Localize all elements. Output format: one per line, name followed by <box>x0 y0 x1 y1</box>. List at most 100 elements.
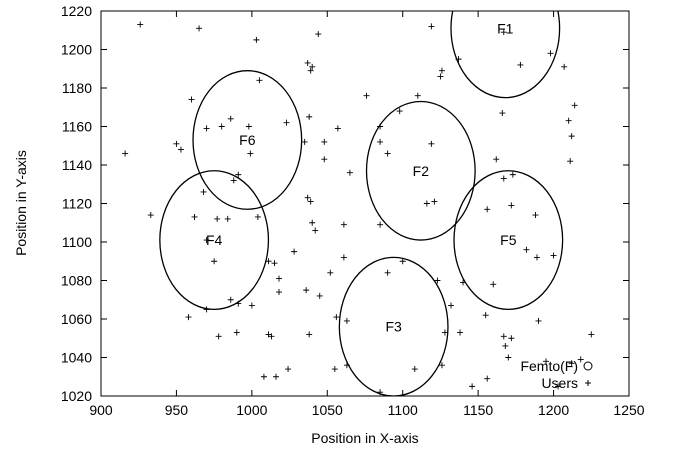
user-point <box>437 73 444 80</box>
x-tick-label: 900 <box>89 402 113 418</box>
user-point <box>291 248 298 255</box>
user-point <box>309 63 316 70</box>
femtocell-circle-f3 <box>338 256 449 396</box>
user-point <box>567 158 574 165</box>
user-point <box>396 108 403 115</box>
user-point <box>434 277 441 284</box>
y-tick-label: 1040 <box>61 350 92 366</box>
user-point <box>271 260 278 267</box>
user-point <box>177 146 184 153</box>
user-point <box>307 67 314 74</box>
user-point <box>428 140 435 147</box>
legend-label-users: Users <box>541 375 578 391</box>
user-point <box>490 281 497 288</box>
user-point <box>577 356 584 363</box>
user-point <box>321 156 328 163</box>
user-point <box>484 375 491 382</box>
user-point <box>303 287 310 294</box>
user-point <box>304 194 311 201</box>
user-point <box>561 63 568 70</box>
y-tick-label: 1200 <box>61 42 92 58</box>
user-point <box>543 358 550 365</box>
user-point <box>377 123 384 130</box>
y-tick-label: 1100 <box>62 234 92 250</box>
user-point <box>218 123 225 130</box>
femtocell-circle-f6 <box>192 70 303 210</box>
x-tick-label: 950 <box>165 402 189 418</box>
user-point <box>306 113 313 120</box>
y-tick-label: 1080 <box>61 273 92 289</box>
user-point <box>247 150 254 157</box>
user-point <box>214 215 221 222</box>
user-point <box>500 175 507 182</box>
user-point <box>321 138 328 145</box>
x-tick-label: 1000 <box>236 402 267 418</box>
user-point <box>285 366 292 373</box>
user-point <box>334 125 341 132</box>
femtocell-label-f5: F5 <box>500 232 517 248</box>
user-point <box>122 150 129 157</box>
user-point <box>307 198 314 205</box>
user-point <box>301 138 308 145</box>
user-point <box>312 227 319 234</box>
user-point <box>565 117 572 124</box>
femtocell-circle-f5 <box>453 170 564 311</box>
y-tick-label: 1140 <box>62 157 92 173</box>
user-point <box>431 198 438 205</box>
user-point <box>377 138 384 145</box>
user-point <box>215 333 222 340</box>
user-point <box>173 140 180 147</box>
user-point <box>304 59 311 66</box>
user-point <box>316 292 323 299</box>
user-point <box>377 389 384 396</box>
user-point <box>191 213 198 220</box>
user-point <box>484 206 491 213</box>
x-tick-label: 1200 <box>538 402 569 418</box>
user-point <box>283 119 290 126</box>
user-point <box>532 212 539 219</box>
user-point <box>550 252 557 259</box>
user-point <box>276 275 283 282</box>
axis-ticks: 900 950 1000 1050 1100 1150 1200 1250 1020 1040 10… <box>61 3 645 418</box>
user-point <box>265 258 272 265</box>
user-point <box>493 156 500 163</box>
user-point <box>517 61 524 68</box>
x-tick-label: 1050 <box>312 402 343 418</box>
user-point <box>555 383 562 390</box>
user-point <box>509 171 516 178</box>
user-point <box>268 333 275 340</box>
user-point <box>346 169 353 176</box>
user-point <box>235 300 242 307</box>
user-point <box>384 269 391 276</box>
user-point <box>588 331 595 338</box>
user-point <box>469 383 476 390</box>
user-point <box>500 333 507 340</box>
user-point <box>327 269 334 276</box>
user-point <box>233 329 240 336</box>
legend-marker-femto <box>583 361 593 371</box>
y-axis-title: Position in Y-axis <box>13 150 29 256</box>
user-point <box>508 335 515 342</box>
user-point <box>428 23 435 30</box>
user-point <box>499 110 506 117</box>
user-point <box>256 77 263 84</box>
user-point <box>533 254 540 261</box>
user-point <box>447 302 454 309</box>
user-point <box>340 221 347 228</box>
user-point <box>571 102 578 109</box>
user-point <box>500 29 507 36</box>
user-point <box>399 258 406 265</box>
femtocell-circle-f2 <box>365 100 476 241</box>
user-point <box>185 314 192 321</box>
femtocell-label-f1: F1 <box>497 20 514 36</box>
user-point <box>137 21 144 28</box>
user-point <box>363 92 370 99</box>
y-tick-label: 1060 <box>61 311 92 327</box>
user-point <box>455 56 462 63</box>
user-point <box>253 36 260 43</box>
femtocell-label-f3: F3 <box>385 319 402 335</box>
user-point <box>343 362 350 369</box>
legend: Femto(F) Users <box>520 358 593 391</box>
user-point <box>245 123 252 130</box>
user-point <box>547 50 554 57</box>
